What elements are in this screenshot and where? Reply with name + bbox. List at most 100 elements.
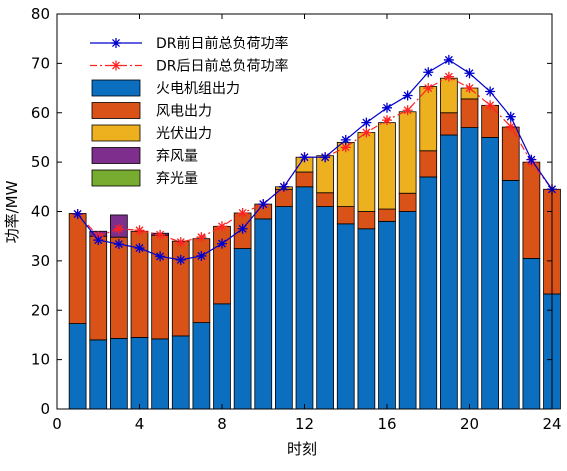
y-axis-title: 功率/MW: [3, 180, 21, 243]
line-point-0-x16: [382, 102, 392, 113]
y-tick-label-0: 0: [40, 400, 50, 418]
line-point-0-x9: [237, 223, 248, 234]
bar-segment-s0-x21: [481, 137, 499, 410]
legend-bar-swatch-0: [91, 79, 141, 97]
y-tick-label-10: 10: [31, 351, 50, 369]
line-point-1-x14: [340, 142, 351, 153]
bar-segment-s0-x17: [398, 211, 417, 410]
x-tick-label-12: 12: [295, 415, 314, 433]
line-point-0-x6: [175, 254, 186, 265]
legend-label-bar-4: 弃光量: [156, 171, 198, 187]
bar-segment-s0-x13: [316, 206, 334, 410]
x-tick-label-8: 8: [217, 415, 227, 433]
legend-label-line-0: DR前日前总负荷功率: [156, 35, 289, 52]
bar-segment-s0-x8: [213, 303, 231, 410]
bar-segment-s0-x20: [460, 127, 479, 410]
legend-bar-swatch-1: [91, 102, 141, 119]
bar-segment-s1-x12: [295, 171, 314, 188]
line-point-0-x18: [423, 67, 434, 78]
axes-layer: 0 4 8 12 16 20 24 0 10 20 30 40 50 60 70 80: [31, 5, 562, 433]
bar-segment-s2-x19: [440, 77, 458, 114]
line-point-1-x18: [423, 83, 434, 94]
line-point-0-x22: [505, 111, 516, 122]
legend-label-bar-2: 光伏出力: [156, 126, 212, 142]
line-point-0-x20: [464, 68, 475, 79]
line-point-1-x16: [382, 115, 392, 126]
bar-segment-s1-x17: [398, 192, 417, 212]
line-point-0-x10: [258, 199, 269, 210]
bar-segment-s2-x15: [357, 132, 376, 212]
line-point-1-x20: [464, 83, 475, 94]
bar-segment-s2-x18: [419, 86, 438, 152]
bar-segment-s0-x11: [275, 206, 293, 410]
bar-segment-s1-x1: [68, 213, 87, 324]
legend-label-bar-1: 风电出力: [156, 104, 212, 120]
line-point-0-x1: [72, 208, 83, 219]
bar-segment-s1-x13: [316, 192, 334, 207]
bar-segment-s1-x18: [419, 150, 438, 178]
bar-segment-s2-x17: [398, 111, 417, 194]
x-tick-label-0: 0: [52, 415, 62, 433]
legend-label-bar-3: 弃风量: [156, 149, 198, 165]
bar-segment-s0-x2: [89, 339, 108, 410]
bar-segment-s0-x12: [295, 186, 314, 410]
line-point-0-x14: [340, 134, 351, 145]
line-series-1: [77, 76, 553, 243]
bar-segment-s0-x22: [501, 179, 520, 410]
y-tick-label-60: 60: [31, 104, 50, 122]
line-point-1-x8: [217, 221, 227, 232]
line-point-0-x21: [485, 86, 496, 97]
line-point-1-x6: [175, 237, 186, 248]
legend-marker-0: [111, 38, 121, 48]
y-tick-label-50: 50: [31, 153, 50, 171]
legend-label-bar-0: 火电机组出力: [156, 81, 240, 97]
bar-segment-s0-x6: [171, 335, 190, 410]
y-tick-label-40: 40: [31, 203, 50, 221]
legend-label-line-1: DR后日前总负荷功率: [156, 58, 289, 75]
legend-bar-swatch-4: [91, 169, 141, 187]
bar-segment-s1-x2: [89, 235, 108, 341]
line-series-0: [77, 59, 553, 261]
line-point-0-x17: [402, 90, 413, 101]
x-tick-label-4: 4: [135, 415, 145, 433]
line-point-1-x3: [113, 223, 124, 234]
bar-segment-s0-x23: [522, 258, 541, 410]
line-point-1-x9: [237, 207, 248, 218]
bar-segment-s0-x5: [151, 338, 169, 410]
bar-segment-s0-x16: [378, 220, 396, 410]
line-point-0-x11: [278, 181, 289, 192]
line-point-1-x19: [443, 71, 454, 82]
bar-segment-s1-x19: [440, 112, 458, 136]
bar-segment-s1-x15: [357, 211, 376, 230]
bar-segment-s0-x18: [419, 176, 438, 410]
line-point-1-x22: [505, 121, 516, 132]
bar-segment-s1-x8: [213, 225, 231, 305]
bars-layer: [68, 77, 561, 410]
line-point-0-x2: [93, 235, 104, 246]
bar-segment-s0-x9: [233, 248, 252, 410]
y-tick-label-80: 80: [31, 5, 50, 23]
line-point-1-x15: [361, 127, 372, 138]
bar-segment-s0-x10: [254, 218, 273, 410]
line-point-1-x5: [155, 229, 166, 240]
bar-segment-s0-x19: [440, 134, 458, 410]
legend-marker-1: [111, 60, 121, 71]
legend-bar-swatch-3: [91, 147, 141, 164]
bar-segment-s2-x16: [378, 122, 396, 210]
line-point-0-x23: [526, 154, 537, 165]
y-tick-label-70: 70: [31, 54, 50, 72]
bar-segment-s1-x16: [378, 208, 396, 222]
line-point-0-x13: [320, 152, 331, 163]
line-point-0-x5: [155, 251, 166, 262]
bar-segment-s0-x3: [110, 337, 128, 410]
line-point-0-x4: [134, 243, 145, 254]
line-point-0-x12: [299, 152, 310, 163]
bar-segment-s0-x4: [130, 337, 149, 410]
line-point-0-x8: [217, 238, 227, 249]
bar-segment-s1-x14: [336, 206, 355, 225]
bar-segment-s1-x5: [151, 234, 169, 340]
bar-segment-s0-x1: [68, 323, 87, 410]
